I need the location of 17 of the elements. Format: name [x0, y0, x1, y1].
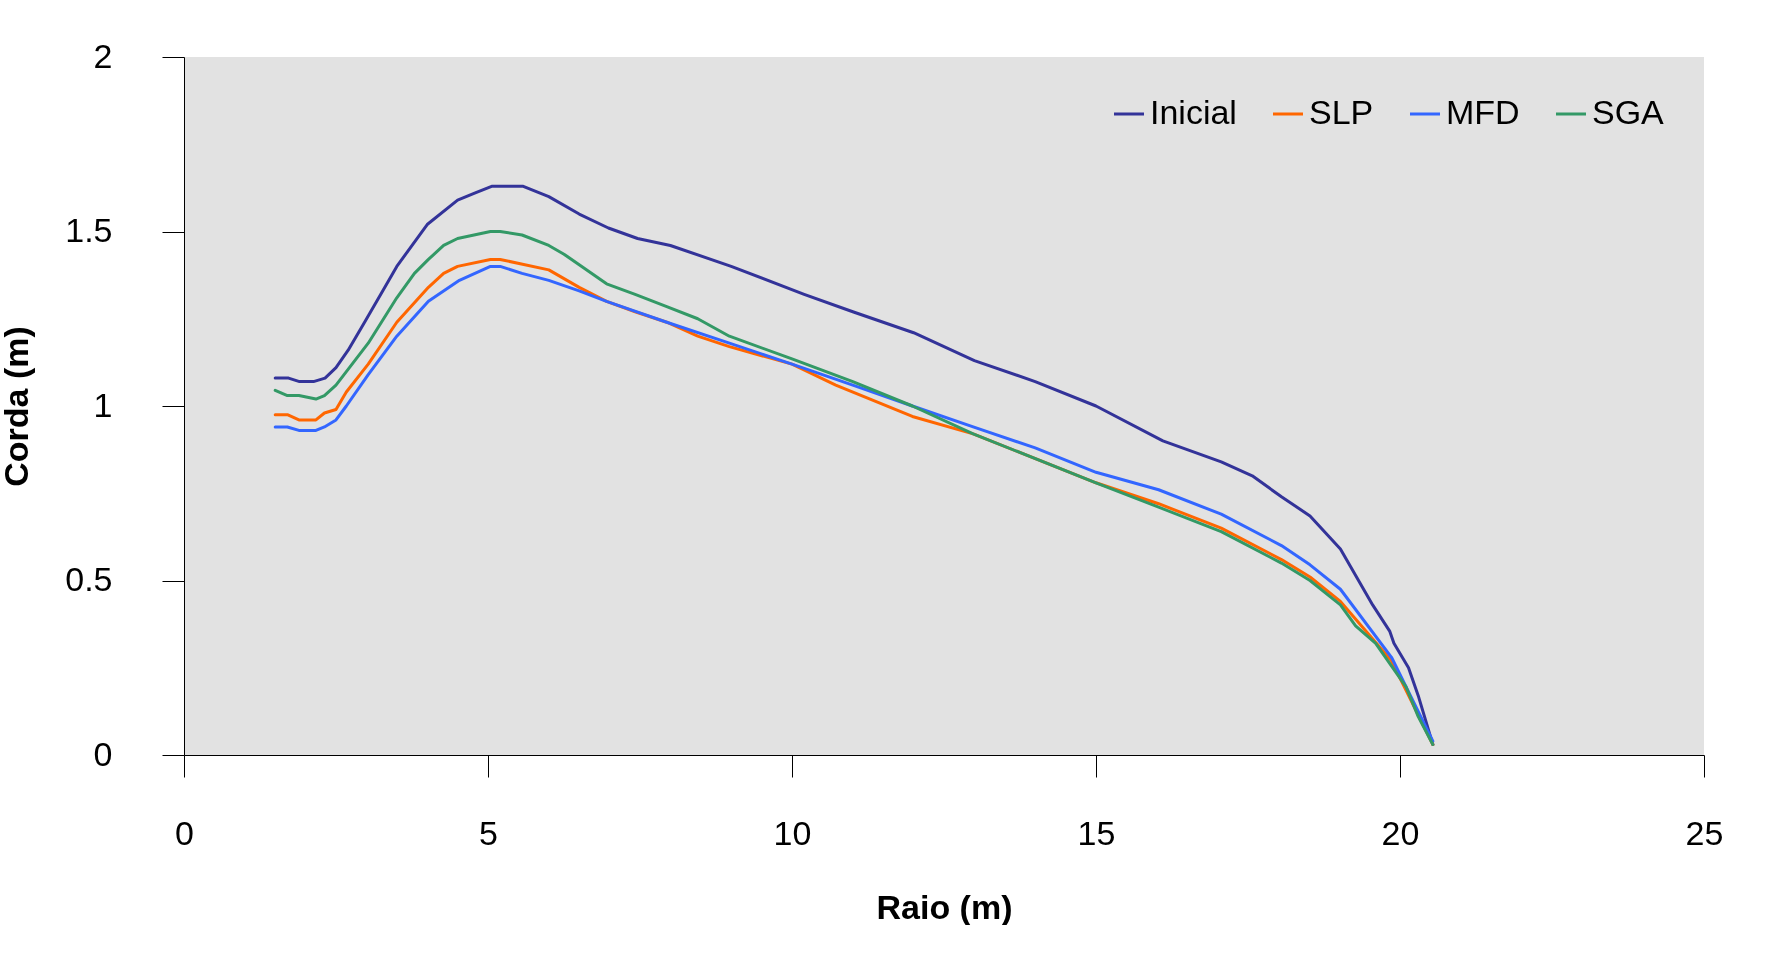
y-tick-label: 0.5 — [65, 560, 113, 598]
y-tick-label: 0 — [93, 734, 113, 773]
y-tick-label: 1 — [93, 385, 113, 424]
legend-label: MFD — [1446, 93, 1520, 131]
x-tick-label: 10 — [773, 813, 812, 852]
y-tick-label: 1.5 — [65, 211, 113, 249]
legend-label: SGA — [1592, 93, 1665, 131]
legend-label: Inicial — [1150, 93, 1237, 131]
y-tick-label: 2 — [93, 36, 113, 75]
x-tick-label: 0 — [175, 813, 194, 852]
x-tick-label: 20 — [1381, 813, 1420, 852]
x-tick-label: 5 — [479, 813, 498, 852]
y-axis-title: Corda (m) — [0, 326, 36, 487]
x-tick-label: 15 — [1077, 813, 1116, 852]
x-tick-label: 25 — [1685, 813, 1724, 852]
legend-label: SLP — [1309, 93, 1374, 131]
x-axis-title: Raio (m) — [876, 887, 1013, 926]
